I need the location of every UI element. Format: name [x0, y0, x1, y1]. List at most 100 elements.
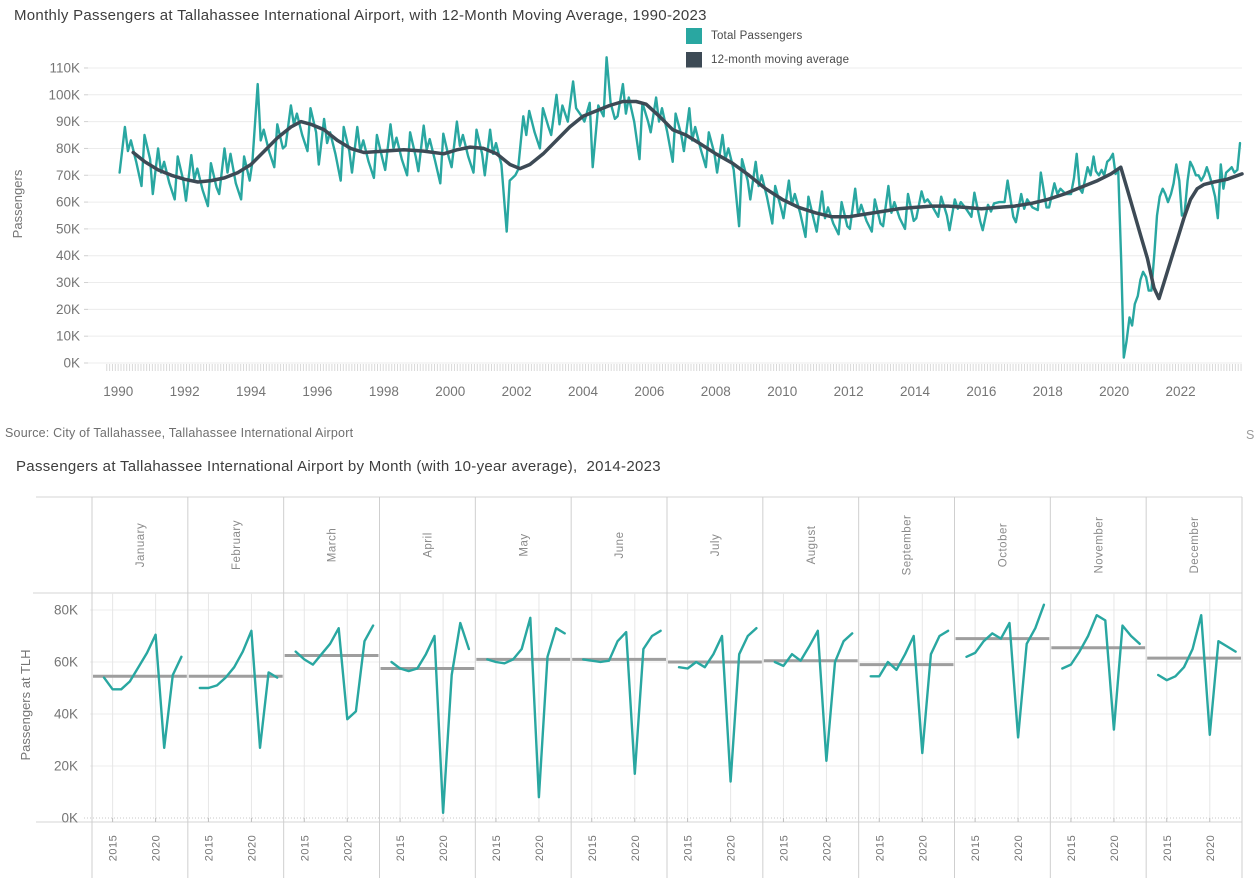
- x-tick-label: 2015: [970, 835, 982, 861]
- x-tick-label: 2015: [1066, 835, 1078, 861]
- x-tick-label: 2004: [568, 384, 599, 399]
- x-tick-label: 2020: [917, 835, 929, 861]
- x-tick-label: 2020: [151, 835, 163, 861]
- x-tick-label: 2020: [1013, 835, 1025, 861]
- month-header-label: December: [1189, 516, 1201, 573]
- month-header-label: June: [614, 532, 626, 559]
- legend-label: 12-month moving average: [711, 54, 850, 66]
- x-tick-label: 2018: [1033, 384, 1063, 399]
- month-header-label: January: [135, 523, 147, 567]
- top-chart-title: Monthly Passengers at Tallahassee Intern…: [14, 7, 707, 24]
- x-tick-label: 1992: [170, 384, 200, 399]
- y-tick-label: 60K: [56, 195, 80, 210]
- month-header-label: August: [806, 525, 818, 564]
- x-tick-label: 2020: [534, 835, 546, 861]
- monthly-passengers-line: [582, 629, 662, 775]
- x-tick-label: 2020: [1205, 835, 1217, 861]
- y-axis-title: Passengers at TLH: [18, 649, 33, 760]
- month-header-label: May: [518, 533, 530, 556]
- legend-item-total-passengers: Total Passengers: [686, 26, 849, 46]
- y-tick-label: 100K: [48, 87, 80, 102]
- y-tick-label: 90K: [56, 114, 80, 129]
- x-tick-label: 2020: [630, 835, 642, 861]
- x-tick-label: 2020: [342, 835, 354, 861]
- x-tick-label: 1990: [103, 384, 133, 399]
- bottom-chart-title: Passengers at Tallahassee International …: [16, 458, 661, 475]
- y-tick-label: 40K: [54, 707, 78, 722]
- monthly-passengers-line: [677, 626, 758, 783]
- y-tick-label: 60K: [54, 655, 78, 670]
- month-header-label: July: [710, 534, 722, 556]
- x-tick-label: 2010: [767, 384, 797, 399]
- x-tick-label: 2012: [834, 384, 864, 399]
- monthly-passengers-line: [486, 616, 566, 799]
- x-tick-label: 2000: [435, 384, 465, 399]
- x-tick-label: 2015: [491, 835, 503, 861]
- bottom-chart-canvas: 0K 20K 40K 60K 80K Passengers at TLH January 20…: [18, 496, 1243, 878]
- y-tick-label: 50K: [56, 221, 80, 236]
- legend: Total Passengers 12-month moving average: [686, 26, 849, 74]
- y-tick-label: 0K: [61, 811, 78, 826]
- y-tick-label: 20K: [54, 759, 78, 774]
- moving-average-swatch: [686, 52, 702, 68]
- y-tick-label: 30K: [56, 275, 80, 290]
- x-tick-label: 2015: [299, 835, 311, 861]
- month-header-label: October: [997, 523, 1009, 567]
- x-tick-label: 2020: [1099, 384, 1129, 399]
- y-tick-label: 0K: [63, 356, 80, 371]
- source-note: Source: City of Tallahassee, Tallahassee…: [5, 426, 354, 440]
- month-header-label: February: [231, 520, 243, 570]
- monthly-passengers-line: [102, 633, 183, 749]
- month-header-label: March: [327, 528, 339, 562]
- y-axis-title: Passengers: [10, 169, 25, 238]
- y-tick-label: 80K: [56, 141, 80, 156]
- monthly-passengers-line: [869, 629, 950, 755]
- monthly-passengers-line: [1156, 613, 1237, 737]
- x-tick-label: 2015: [874, 835, 886, 861]
- x-tick-label: 2015: [1162, 835, 1174, 861]
- source-note-clipped: S: [1246, 428, 1254, 442]
- monthly-passengers-line: [1061, 613, 1141, 731]
- y-tick-label: 40K: [56, 248, 80, 263]
- monthly-passengers-line: [965, 603, 1046, 739]
- y-tick-label: 80K: [54, 603, 78, 618]
- x-tick-label: 2015: [778, 835, 790, 861]
- x-tick-label: 2002: [502, 384, 532, 399]
- monthly-passengers-line: [198, 629, 279, 749]
- monthly-passengers-line: [294, 624, 375, 721]
- x-tick-label: 2020: [246, 835, 258, 861]
- monthly-passengers-line: [773, 629, 854, 762]
- x-tick-label: 2022: [1166, 384, 1196, 399]
- x-tick-label: 2015: [395, 835, 407, 861]
- x-tick-label: 2020: [438, 835, 450, 861]
- x-tick-label: 2020: [726, 835, 738, 861]
- x-tick-label: 2020: [1109, 835, 1121, 861]
- y-tick-label: 110K: [49, 60, 80, 75]
- x-tick-label: 2015: [587, 835, 599, 861]
- x-tick-label: 2016: [966, 384, 996, 399]
- x-tick-label: 2008: [701, 384, 731, 399]
- x-tick-label: 1994: [236, 384, 267, 399]
- x-tick-label: 1998: [369, 384, 399, 399]
- y-tick-label: 20K: [56, 302, 80, 317]
- x-tick-label: 2015: [108, 835, 120, 861]
- month-header-label: November: [1093, 516, 1105, 573]
- monthly-passengers-line: [390, 621, 471, 814]
- x-tick-label: 2015: [683, 835, 695, 861]
- y-tick-label: 10K: [56, 329, 80, 344]
- total-passengers-swatch: [686, 28, 702, 44]
- x-tick-label: 2006: [634, 384, 664, 399]
- moving-average-line: [131, 99, 1244, 301]
- month-header-label: April: [422, 532, 434, 558]
- top-chart-canvas: 0K 10K 20K 30K 40K 50K 60K 70K 80K 90K 100K 110K 199…: [10, 56, 1244, 399]
- y-tick-label: 70K: [56, 168, 80, 183]
- x-tick-label: 2014: [900, 384, 931, 399]
- legend-item-moving-average: 12-month moving average: [686, 50, 849, 70]
- x-tick-label: 2020: [821, 835, 833, 861]
- x-tick-label: 1996: [302, 384, 332, 399]
- total-passengers-line: [118, 56, 1242, 359]
- legend-label: Total Passengers: [711, 30, 803, 42]
- x-tick-label: 2015: [203, 835, 215, 861]
- month-header-label: September: [902, 515, 914, 576]
